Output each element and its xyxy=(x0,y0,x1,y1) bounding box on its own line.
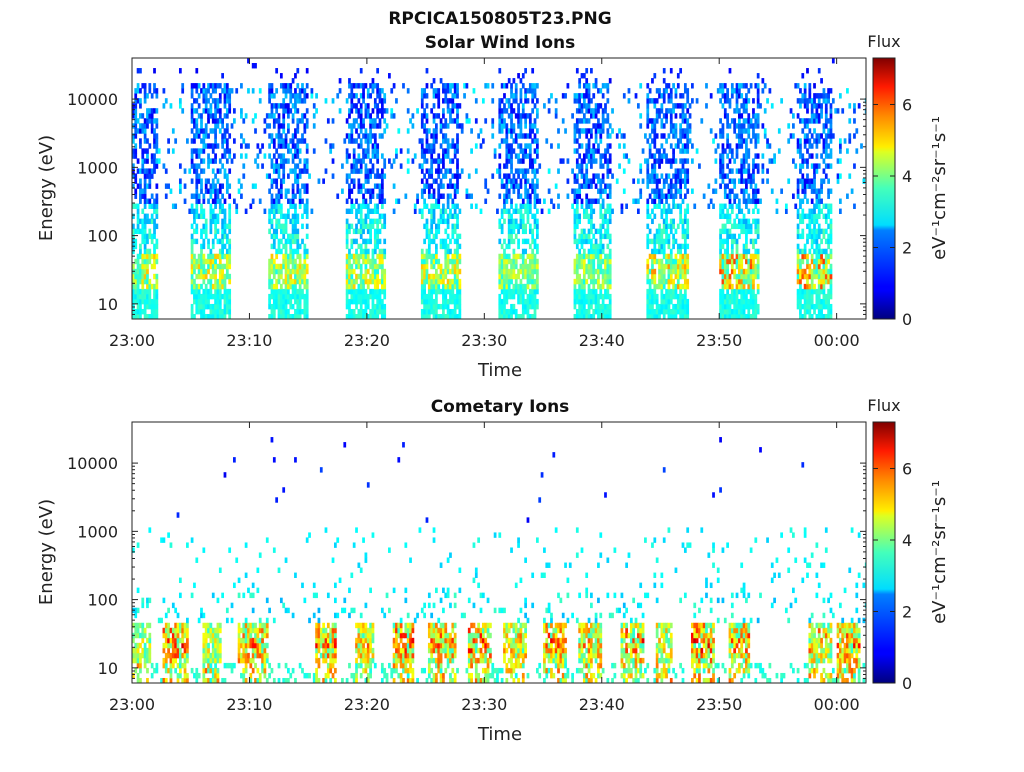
x-tick-label-comet: 23:00 xyxy=(109,695,155,714)
colorbar-gradient-solar xyxy=(872,57,896,320)
colorbar-tick-label-solar: 0 xyxy=(902,310,912,329)
colorbar-tick-label-comet: 4 xyxy=(902,531,912,550)
y-tick-label-solar: 10 xyxy=(98,295,118,314)
heatmap-comet xyxy=(132,437,867,684)
colorbar-label-comet: Flux xyxy=(867,396,900,415)
y-tick-label-solar: 10000 xyxy=(67,90,118,109)
x-tick-label-comet: 23:30 xyxy=(461,695,507,714)
x-tick-label-solar: 23:50 xyxy=(696,331,742,350)
xlabel-comet: Time xyxy=(477,724,522,745)
x-tick-label-solar: 23:10 xyxy=(226,331,272,350)
y-tick-label-solar: 1000 xyxy=(77,158,118,177)
y-tick-label-comet: 100 xyxy=(87,591,118,610)
colorbar-tick-label-solar: 2 xyxy=(902,238,912,257)
colorbar-gradient-comet xyxy=(872,421,896,684)
axes-comet: 23:00 23:10 23:20 23:30 23:40 23:50 00:00 10 100… xyxy=(67,421,867,714)
colorbar-comet: Flux eV⁻¹cm⁻²sr⁻¹s⁻¹ 0 2 4 6 xyxy=(867,396,950,693)
colorbar-tick-label-comet: 2 xyxy=(902,602,912,621)
colorbar-label-solar: Flux xyxy=(867,32,900,51)
colorbar-solar: Flux eV⁻¹cm⁻²sr⁻¹s⁻¹ 0 2 4 6 xyxy=(867,32,950,329)
y-tick-label-comet: 10000 xyxy=(67,454,118,473)
x-tick-label-comet: 23:10 xyxy=(226,695,272,714)
colorbar-tick-label-solar: 4 xyxy=(902,167,912,186)
x-tick-label-solar: 23:20 xyxy=(344,331,390,350)
x-tick-label-solar: 23:00 xyxy=(109,331,155,350)
plot-frame-solar xyxy=(131,57,867,320)
x-tick-label-comet: 23:20 xyxy=(344,695,390,714)
x-tick-label-comet: 23:40 xyxy=(579,695,625,714)
panel-title-comet: Cometary Ions xyxy=(431,397,570,417)
x-tick-label-solar: 23:40 xyxy=(579,331,625,350)
heatmap-solar xyxy=(132,58,867,320)
panel-cometary-ions: Cometary Ions 23:00 23:10 23:20 23:30 23:40 2… xyxy=(36,396,950,745)
y-tick-label-solar: 100 xyxy=(87,227,118,246)
figure-title: RPCICA150805T23.PNG xyxy=(388,9,611,29)
xlabel-solar: Time xyxy=(477,360,522,381)
panel-title-solar: Solar Wind Ions xyxy=(425,33,576,53)
plot-frame-comet xyxy=(131,421,867,684)
colorbar-unit-comet: eV⁻¹cm⁻²sr⁻¹s⁻¹ xyxy=(929,480,950,624)
ylabel-solar: Energy (eV) xyxy=(36,135,57,241)
ylabel-comet: Energy (eV) xyxy=(36,499,57,605)
panel-solar-wind-ions: Solar Wind Ions 23:00 23:10 23:20 23:30 23:4… xyxy=(36,32,950,381)
colorbar-tick-label-comet: 0 xyxy=(902,674,912,693)
colorbar-unit-solar: eV⁻¹cm⁻²sr⁻¹s⁻¹ xyxy=(929,116,950,260)
x-tick-label-comet: 23:50 xyxy=(696,695,742,714)
x-tick-label-solar: 00:00 xyxy=(814,331,860,350)
axes-solar: 23:00 23:10 23:20 23:30 23:40 23:50 00:00 10 100… xyxy=(67,57,867,350)
colorbar-tick-label-comet: 6 xyxy=(902,459,912,478)
x-tick-label-comet: 00:00 xyxy=(814,695,860,714)
y-tick-label-comet: 10 xyxy=(98,659,118,678)
y-tick-label-comet: 1000 xyxy=(77,522,118,541)
colorbar-tick-label-solar: 6 xyxy=(902,95,912,114)
x-tick-label-solar: 23:30 xyxy=(461,331,507,350)
